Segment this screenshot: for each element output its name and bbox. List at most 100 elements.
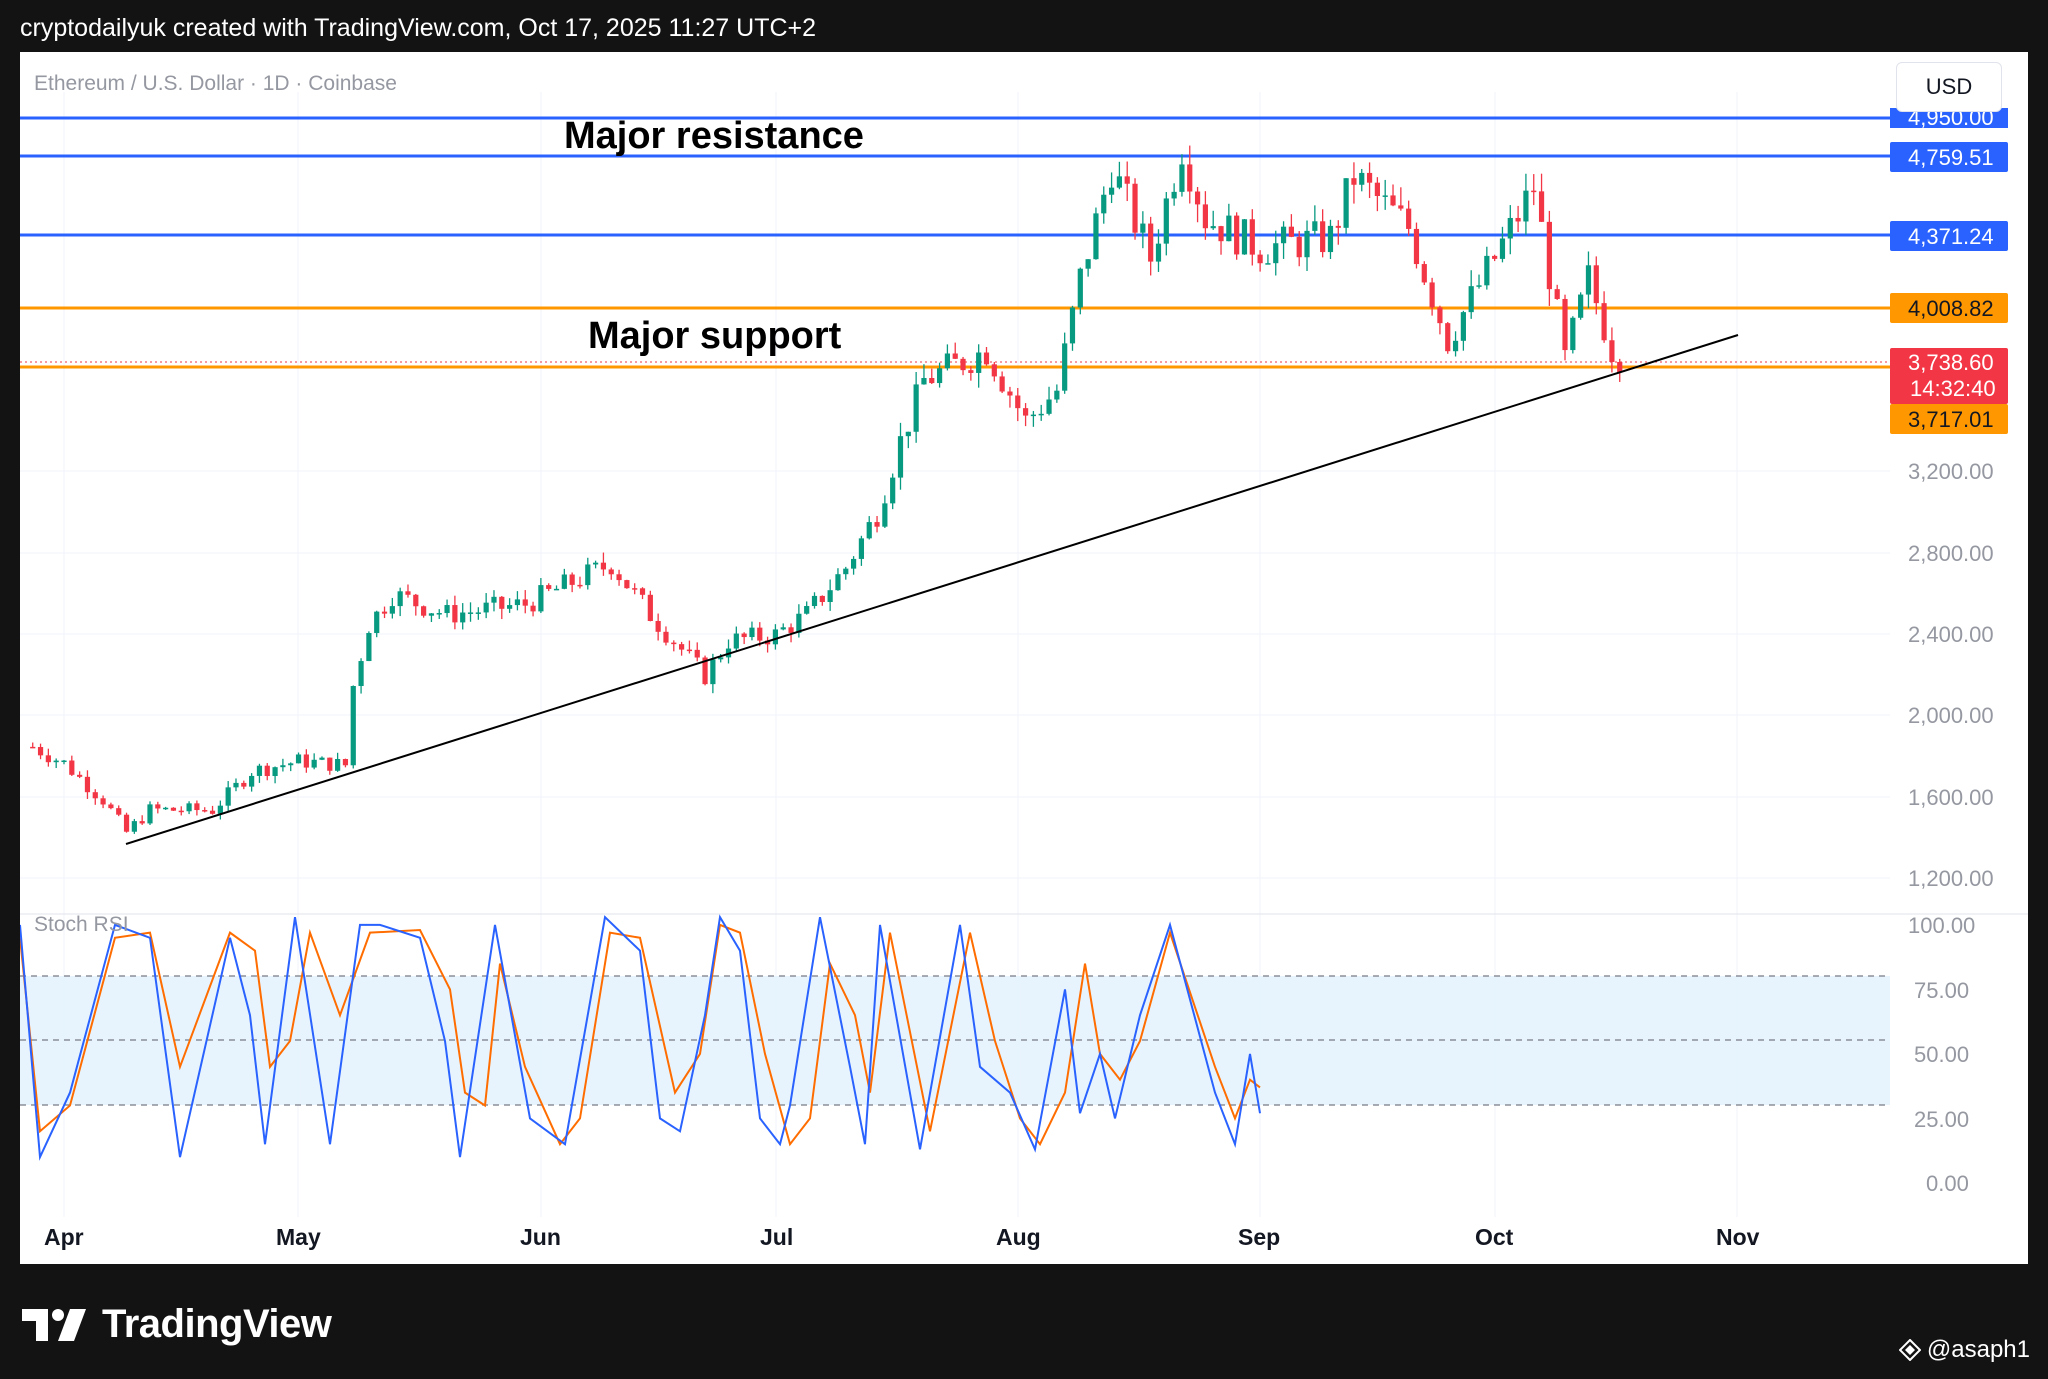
candle-down[interactable] (1194, 191, 1201, 205)
candle-down[interactable] (874, 522, 880, 527)
candle-down[interactable] (1390, 195, 1396, 206)
candle-up[interactable] (858, 538, 865, 559)
candle-up[interactable] (1085, 259, 1091, 269)
candle-down[interactable] (413, 594, 419, 607)
candle-down[interactable] (741, 633, 747, 638)
candle-down[interactable] (983, 352, 990, 365)
candle-up[interactable] (835, 574, 841, 591)
candle-up[interactable] (538, 585, 544, 612)
candle-down[interactable] (84, 776, 91, 793)
key-levels[interactable] (20, 116, 1896, 369)
candle-up[interactable] (319, 757, 325, 760)
candle-up[interactable] (1578, 294, 1584, 318)
candle-down[interactable] (69, 760, 75, 775)
candle-down[interactable] (608, 569, 614, 575)
candle-up[interactable] (1570, 317, 1576, 351)
candle-down[interactable] (1445, 323, 1451, 352)
candle-up[interactable] (897, 436, 904, 478)
candle-down[interactable] (155, 804, 161, 809)
candle-up[interactable] (1343, 178, 1349, 228)
chart-panel[interactable]: Major resistance Major support Ethereum … (20, 52, 2028, 1264)
candle-down[interactable] (1492, 255, 1498, 259)
candle-up[interactable] (1226, 215, 1232, 242)
candle-down[interactable] (1351, 178, 1357, 185)
candle-down[interactable] (37, 747, 44, 756)
candle-down[interactable] (679, 644, 685, 650)
candle-up[interactable] (1280, 226, 1287, 244)
price-chart-svg[interactable]: Major resistance Major support Ethereum … (20, 52, 2028, 1264)
candle-down[interactable] (30, 746, 36, 749)
candle-up[interactable] (1484, 255, 1490, 286)
candle-down[interactable] (655, 620, 661, 632)
candle-down[interactable] (77, 774, 83, 777)
candle-up[interactable] (186, 803, 192, 812)
candle-down[interactable] (381, 611, 388, 614)
candle-up[interactable] (749, 627, 755, 638)
candle-up[interactable] (1273, 243, 1279, 264)
candle-up[interactable] (389, 606, 395, 614)
candle-down[interactable] (92, 792, 98, 799)
candle-down[interactable] (1413, 228, 1420, 265)
candle-up[interactable] (843, 568, 849, 575)
candle-up[interactable] (1265, 263, 1271, 265)
candle-down[interactable] (178, 810, 184, 813)
candle-down[interactable] (757, 627, 763, 641)
candle-up[interactable] (397, 591, 403, 607)
candle-down[interactable] (647, 594, 653, 621)
candle-up[interactable] (217, 805, 223, 814)
candle-up[interactable] (1460, 312, 1466, 341)
candle-down[interactable] (1437, 307, 1443, 324)
candle-up[interactable] (882, 503, 888, 527)
candle-down[interactable] (569, 574, 575, 585)
candle-up[interactable] (1210, 226, 1216, 229)
candle-up[interactable] (1304, 230, 1310, 258)
candle-down[interactable] (209, 810, 216, 814)
candle-up[interactable] (733, 633, 739, 649)
candle-up[interactable] (374, 611, 380, 634)
candle-down[interactable] (194, 803, 200, 811)
candle-down[interactable] (1249, 219, 1255, 255)
candle-up[interactable] (913, 384, 919, 432)
candle-down[interactable] (1421, 264, 1427, 283)
candle-up[interactable] (905, 431, 911, 437)
candle-up[interactable] (163, 807, 169, 810)
candle-up[interactable] (1030, 414, 1037, 417)
candle-down[interactable] (1296, 236, 1302, 258)
candle-up[interactable] (944, 353, 951, 369)
candle-up[interactable] (1077, 268, 1083, 308)
candle-up[interactable] (936, 368, 943, 384)
candle-up[interactable] (1452, 340, 1459, 352)
candle-up[interactable] (233, 782, 239, 788)
candle-down[interactable] (952, 353, 958, 359)
candle-up[interactable] (593, 562, 599, 565)
candle-up[interactable] (335, 759, 341, 771)
candle-down[interactable] (788, 627, 794, 633)
candle-up[interactable] (553, 588, 560, 591)
candle-up[interactable] (460, 612, 466, 623)
candle-up[interactable] (976, 352, 982, 373)
candle-up[interactable] (1476, 285, 1482, 287)
candle-up[interactable] (428, 613, 435, 616)
candle-down[interactable] (405, 591, 411, 595)
candle-up[interactable] (1468, 286, 1474, 313)
candle-up[interactable] (1038, 413, 1044, 416)
candle-down[interactable] (202, 810, 208, 812)
candle-up[interactable] (1359, 172, 1365, 185)
candle-down[interactable] (960, 358, 966, 371)
candle-down[interactable] (671, 642, 677, 645)
candle-down[interactable] (600, 562, 607, 570)
candle-down[interactable] (241, 782, 247, 787)
candle-down[interactable] (686, 649, 693, 652)
candle-up[interactable] (467, 612, 474, 614)
candle-up[interactable] (1054, 390, 1060, 400)
candle-down[interactable] (499, 596, 505, 609)
candle-up[interactable] (272, 767, 278, 777)
candle-down[interactable] (421, 606, 427, 616)
candle-up[interactable] (444, 605, 450, 614)
candle-down[interactable] (577, 584, 583, 587)
candle-down[interactable] (1538, 191, 1545, 222)
candle-up[interactable] (1327, 225, 1334, 253)
candle-up[interactable] (1585, 265, 1592, 295)
candle-down[interactable] (139, 821, 145, 824)
candle-down[interactable] (170, 807, 177, 811)
